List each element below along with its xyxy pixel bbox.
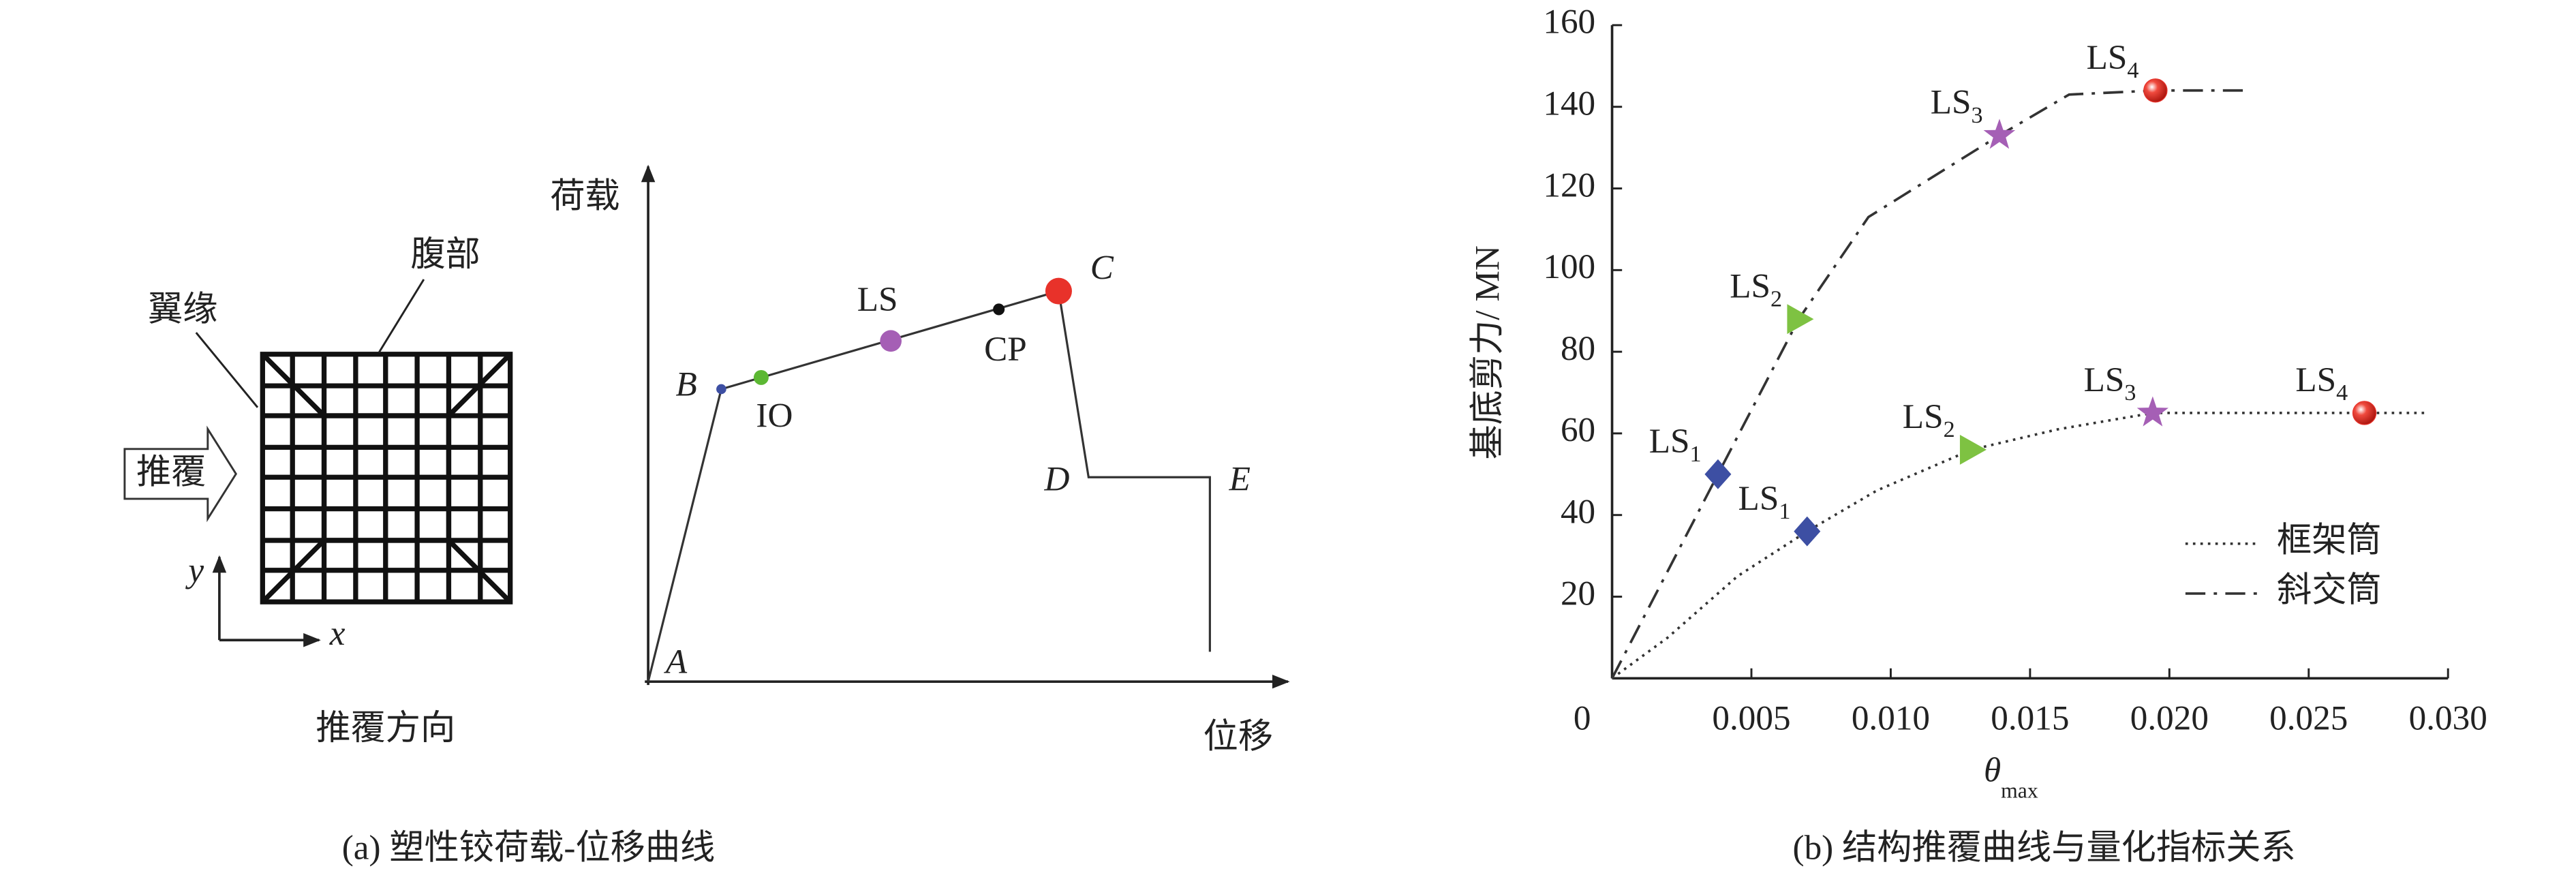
marker-label-sub: 3 [1971,103,1982,128]
point-label: B [676,365,697,403]
marker-label-main: LS [1738,479,1779,518]
series-line [1611,412,2426,679]
x-tick-label: 0.010 [1852,699,1930,737]
marker-label: LS2 [1903,397,1955,442]
marker-label-sub: 1 [1779,499,1790,524]
legend-label: 斜交筒 [2277,571,2382,610]
point-label: E [1229,459,1251,498]
disp-label: 位移 [1203,717,1273,756]
marker-label: LS2 [1730,266,1782,311]
caption: (a) 塑性铰荷载-位移曲线 [342,829,716,868]
marker-star [2136,396,2169,427]
point-label: A [664,643,688,681]
marker-triangle [1787,304,1814,335]
y-tick-label: 140 [1543,84,1595,123]
x-axis-title-main: θ [1984,750,2001,789]
marker-diamond [1704,459,1732,489]
marker-label-main: LS [1931,83,1972,122]
marker-label-main: LS [1730,266,1770,305]
marker-label: LS4 [2087,38,2139,83]
point-io [753,369,769,385]
marker-label-main: LS [1649,422,1690,461]
y-tick-label: 60 [1561,411,1595,450]
marker-label-sub: 3 [2124,380,2136,405]
load-label: 荷载 [550,177,619,216]
y-axis-title: 基底剪力/ MN [1468,245,1507,459]
legend-label: 框架筒 [2277,521,2382,560]
marker-label-sub: 2 [1944,417,1955,442]
marker-label: LS3 [2084,361,2136,405]
point-c [1045,277,1072,305]
marker-label-main: LS [1903,397,1944,436]
x-tick-label: 0.015 [1991,699,2069,737]
marker-sphere [2143,78,2168,103]
point-label: C [1090,249,1114,288]
web-label: 腹部 [410,235,480,274]
y-axis-symbol: y [185,551,204,589]
x-axis-title-sub: max [2001,779,2038,803]
push-arrow [123,425,238,523]
leader [378,279,425,354]
marker-label-sub: 4 [2336,380,2348,405]
state-label: LS [857,280,898,319]
marker-label-main: LS [2084,361,2125,399]
marker-label-sub: 2 [1770,286,1782,311]
y-tick-label: 40 [1561,492,1595,531]
y-tick-label: 20 [1561,574,1595,613]
y-tick-label: 160 [1543,3,1595,42]
marker-triangle [1959,434,1987,465]
series-line [1610,89,2245,679]
x-tick-label: 0.005 [1712,699,1790,737]
marker-sphere [2352,401,2377,425]
marker-label: LS1 [1649,422,1702,467]
y-tick-label: 120 [1543,166,1595,204]
marker-label: LS1 [1738,479,1791,524]
x-tick-label: 0.020 [2130,699,2209,737]
leader [195,332,259,408]
marker-label-main: LS [2295,361,2336,399]
point-cp [993,303,1005,316]
marker-label-main: LS [2087,38,2128,77]
hinge-curve [647,290,1211,682]
state-label: IO [756,397,793,435]
marker-diamond [1794,516,1821,547]
state-label: CP [984,330,1027,369]
y-tick-label: 80 [1561,329,1595,368]
point-ls [880,330,902,352]
section-diagram [260,352,513,604]
marker-star [1983,119,2016,149]
push-label: 推覆 [136,453,206,492]
caption: (b) 结构推覆曲线与量化指标关系 [1793,829,2296,868]
direction-label: 推覆方向 [316,709,455,748]
marker-label: LS4 [2295,361,2348,405]
marker-label-sub: 1 [1689,442,1701,467]
point-label: D [1044,459,1070,498]
flange-label: 翼缘 [148,290,217,329]
x-tick-label: 0.030 [2409,699,2487,737]
x-axis-title: θmax [1984,750,2038,803]
x-tick-label: 0.025 [2269,699,2348,737]
x-axis-symbol: x [329,614,346,653]
y-tick-label: 100 [1543,247,1595,286]
point-b [716,384,726,395]
marker-label: LS3 [1931,83,1983,128]
marker-label-sub: 4 [2127,58,2138,83]
x-tick-label: 0 [1574,699,1591,737]
